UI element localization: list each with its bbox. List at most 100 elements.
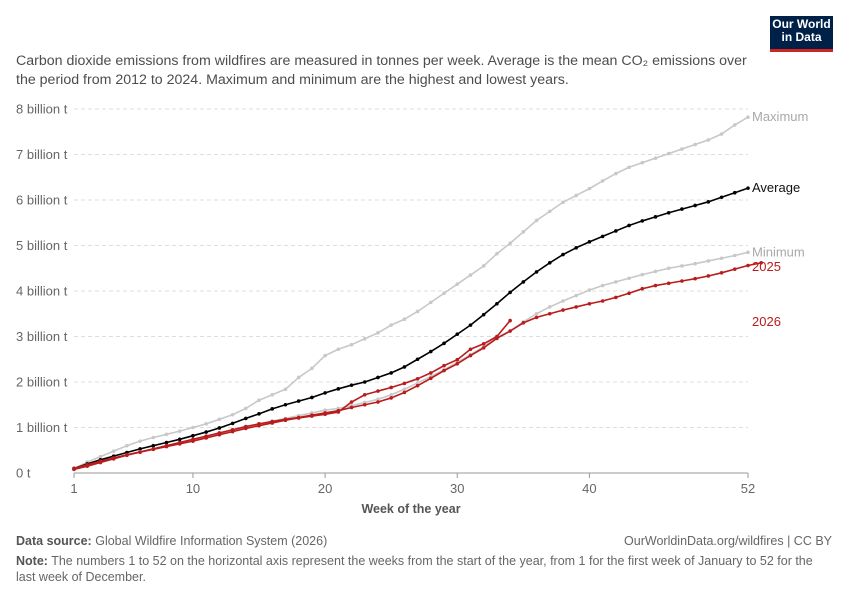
data-point[interactable] [534, 270, 539, 274]
data-point[interactable] [402, 381, 407, 386]
data-point[interactable] [759, 260, 764, 265]
data-point[interactable] [521, 230, 526, 234]
data-point[interactable] [495, 301, 499, 306]
data-point[interactable] [587, 186, 592, 191]
data-point[interactable] [362, 392, 367, 397]
data-point[interactable] [349, 342, 354, 347]
owid-logo[interactable]: Our World in Data [770, 16, 833, 52]
data-point[interactable] [138, 439, 142, 443]
data-point[interactable] [600, 234, 605, 239]
data-point[interactable] [310, 414, 314, 418]
series-2025-line[interactable] [73, 262, 762, 471]
series-2026-line[interactable] [73, 320, 511, 470]
data-point[interactable] [746, 115, 750, 119]
data-point[interactable] [362, 336, 367, 341]
data-point[interactable] [336, 347, 341, 352]
data-point[interactable] [706, 138, 711, 142]
data-point[interactable] [323, 412, 327, 417]
data-point[interactable] [296, 399, 301, 403]
data-point[interactable] [706, 259, 711, 263]
data-point[interactable] [481, 341, 486, 346]
data-point[interactable] [574, 293, 578, 298]
data-point[interactable] [561, 299, 565, 303]
data-point[interactable] [270, 421, 275, 425]
data-point[interactable] [376, 397, 380, 402]
data-point[interactable] [468, 323, 473, 327]
data-point[interactable] [600, 299, 605, 303]
data-point[interactable] [177, 442, 182, 446]
data-point[interactable] [151, 443, 156, 448]
data-point[interactable] [376, 400, 380, 404]
data-point[interactable] [508, 329, 512, 333]
data-point[interactable] [614, 171, 618, 176]
data-point[interactable] [415, 377, 420, 381]
data-point[interactable] [508, 241, 512, 246]
data-point[interactable] [442, 341, 446, 346]
data-source-link[interactable]: Global Wildfire Information System (2026… [95, 534, 328, 548]
data-point[interactable] [257, 423, 261, 428]
data-point[interactable] [257, 412, 261, 416]
data-point[interactable] [244, 426, 248, 431]
data-point[interactable] [323, 408, 327, 413]
data-point[interactable] [98, 459, 103, 463]
data-point[interactable] [415, 381, 420, 385]
data-point[interactable] [600, 283, 605, 288]
data-point[interactable] [455, 282, 460, 286]
data-point[interactable] [310, 395, 314, 400]
data-point[interactable] [706, 274, 711, 278]
data-point[interactable] [349, 400, 354, 404]
data-point[interactable] [402, 365, 407, 369]
data-point[interactable] [574, 305, 578, 309]
data-point[interactable] [349, 405, 354, 410]
data-point[interactable] [151, 447, 156, 452]
data-point[interactable] [336, 410, 341, 414]
data-point[interactable] [666, 281, 671, 286]
data-point[interactable] [719, 271, 724, 275]
data-point[interactable] [111, 449, 116, 453]
data-point[interactable] [627, 276, 631, 281]
data-point[interactable] [270, 392, 275, 397]
data-point[interactable] [547, 311, 552, 316]
data-point[interactable] [177, 437, 182, 442]
data-point[interactable] [587, 240, 592, 244]
data-point[interactable] [495, 334, 499, 339]
data-point[interactable] [746, 186, 750, 190]
data-point[interactable] [323, 391, 327, 395]
data-point[interactable] [415, 383, 420, 388]
data-point[interactable] [217, 426, 222, 430]
data-point[interactable] [680, 147, 684, 151]
data-point[interactable] [680, 207, 684, 211]
data-point[interactable] [230, 429, 235, 434]
data-point[interactable] [389, 396, 393, 400]
data-point[interactable] [732, 267, 737, 271]
data-point[interactable] [640, 272, 645, 277]
data-point[interactable] [640, 160, 645, 165]
data-point[interactable] [547, 305, 552, 309]
data-point[interactable] [125, 453, 129, 457]
data-point[interactable] [362, 402, 367, 407]
data-point[interactable] [402, 390, 407, 395]
data-point[interactable] [442, 363, 446, 368]
data-point[interactable] [666, 151, 671, 156]
data-point[interactable] [495, 251, 499, 256]
data-point[interactable] [680, 264, 684, 268]
data-point[interactable] [125, 443, 129, 448]
data-point[interactable] [680, 279, 684, 283]
data-point[interactable] [85, 463, 90, 467]
data-point[interactable] [349, 383, 354, 387]
data-point[interactable] [508, 318, 512, 323]
data-point[interactable] [442, 368, 446, 373]
data-point[interactable] [587, 288, 592, 292]
data-point[interactable] [693, 276, 697, 281]
series-maximum-line[interactable] [73, 116, 749, 470]
data-point[interactable] [653, 215, 658, 219]
data-point[interactable] [455, 357, 460, 362]
data-point[interactable] [204, 436, 208, 440]
data-point[interactable] [732, 253, 737, 258]
data-point[interactable] [389, 392, 393, 397]
data-point[interactable] [310, 366, 314, 371]
data-point[interactable] [521, 321, 526, 325]
data-point[interactable] [732, 190, 737, 195]
data-point[interactable] [111, 456, 116, 460]
data-point[interactable] [653, 269, 658, 274]
